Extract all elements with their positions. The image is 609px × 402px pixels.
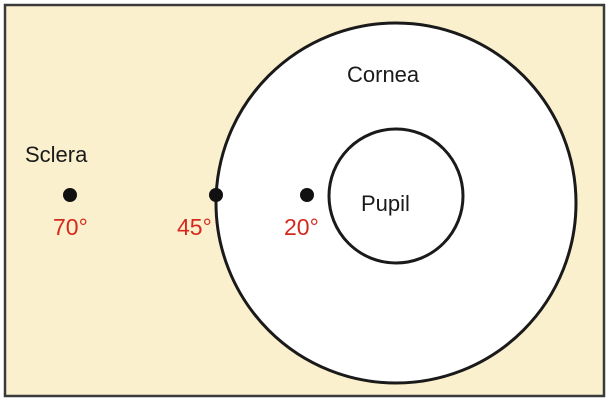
angle-label-45: 45° [177, 214, 212, 240]
pupil-circle [327, 127, 465, 265]
angle-label-20: 20° [284, 214, 319, 240]
marker-dot-70 [63, 188, 77, 202]
angle-label-70: 70° [53, 214, 88, 240]
cornea-label: Cornea [347, 62, 420, 87]
pupil-label: Pupil [361, 191, 410, 216]
marker-dot-20 [300, 188, 314, 202]
marker-dot-45 [209, 188, 223, 202]
sclera-label: Sclera [25, 142, 88, 167]
